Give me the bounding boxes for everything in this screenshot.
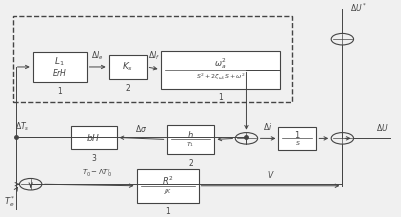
Text: $\Delta I_e$: $\Delta I_e$ xyxy=(91,50,104,62)
Text: $\Delta\sigma$: $\Delta\sigma$ xyxy=(136,123,148,134)
Text: 1: 1 xyxy=(218,93,223,102)
Bar xyxy=(166,125,215,155)
Text: $\Delta I_f$: $\Delta I_f$ xyxy=(148,50,160,62)
Text: $JK$: $JK$ xyxy=(163,187,172,196)
Text: $1$: $1$ xyxy=(294,129,301,140)
Text: $R^2$: $R^2$ xyxy=(162,174,173,187)
Text: 1: 1 xyxy=(165,207,170,217)
Text: $\Delta T_s$: $\Delta T_s$ xyxy=(15,121,30,133)
Text: $h$: $h$ xyxy=(187,129,194,140)
Text: 2: 2 xyxy=(188,159,193,168)
Text: $T_e^*$: $T_e^*$ xyxy=(4,194,15,209)
Text: 1: 1 xyxy=(57,87,62,96)
Bar xyxy=(71,126,117,149)
Text: $S$: $S$ xyxy=(294,139,300,147)
Text: $V$: $V$ xyxy=(267,169,274,179)
Bar xyxy=(32,51,87,82)
Text: $\omega_a^2$: $\omega_a^2$ xyxy=(214,56,227,71)
Text: $\Delta U^*$: $\Delta U^*$ xyxy=(350,2,367,15)
Text: $bH$: $bH$ xyxy=(87,132,101,143)
Text: $\Delta i$: $\Delta i$ xyxy=(263,121,273,132)
Bar xyxy=(109,55,146,79)
Bar xyxy=(13,16,292,102)
Text: $ErH$: $ErH$ xyxy=(52,67,67,78)
Text: 2: 2 xyxy=(125,84,130,93)
Text: $L_1$: $L_1$ xyxy=(55,55,65,68)
Text: 3: 3 xyxy=(91,154,96,163)
Bar xyxy=(160,51,280,89)
Text: $K_s$: $K_s$ xyxy=(122,61,133,73)
Bar xyxy=(278,127,316,150)
Text: $T_0-\Lambda T_0^\prime$: $T_0-\Lambda T_0^\prime$ xyxy=(82,168,112,180)
Text: $T_1$: $T_1$ xyxy=(186,140,194,149)
Text: $S^2+2\zeta_{\omega_1}S+\omega^2$: $S^2+2\zeta_{\omega_1}S+\omega^2$ xyxy=(196,71,245,82)
Text: $\Delta U$: $\Delta U$ xyxy=(377,122,389,133)
Bar xyxy=(137,169,198,203)
